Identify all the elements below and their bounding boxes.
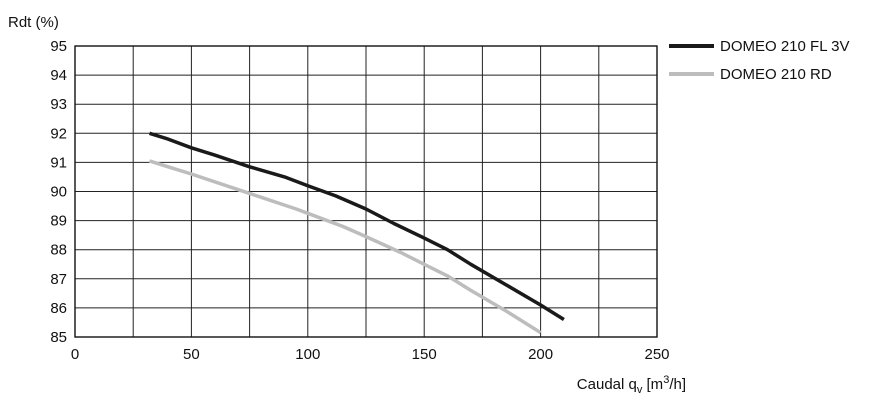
legend-label-series-2: DOMEO 210 RD — [720, 66, 832, 83]
series-lines — [148, 131, 565, 335]
legend: DOMEO 210 FL 3V DOMEO 210 RD — [669, 38, 850, 83]
y-tick-label: 92 — [50, 125, 67, 142]
y-tick-label: 95 — [50, 38, 67, 55]
series-line-2 — [148, 159, 542, 335]
x-tick-label: 100 — [295, 346, 320, 363]
x-tick-label: 150 — [412, 346, 437, 363]
series-line-1 — [148, 131, 565, 321]
legend-label-series-1: DOMEO 210 FL 3V — [720, 38, 850, 55]
x-axis-label-prefix: Caudal q — [577, 376, 637, 393]
y-tick-label: 86 — [50, 300, 67, 317]
y-tick-label: 94 — [50, 67, 67, 84]
y-tick-label: 89 — [50, 213, 67, 230]
x-axis-label-unit-pre: [m — [642, 376, 663, 393]
plot-frame — [74, 45, 658, 338]
x-tick-label: 0 — [71, 346, 79, 363]
y-tick-label: 93 — [50, 96, 67, 113]
x-axis-label-unit-post: /h] — [669, 376, 686, 393]
y-axis-label: Rdt (%) — [8, 14, 59, 31]
y-tick-label: 88 — [50, 242, 67, 259]
x-tick-label: 50 — [183, 346, 200, 363]
x-axis-ticks: 0 50 100 150 200 250 — [71, 346, 670, 363]
x-axis-label-superscript: 3 — [663, 374, 669, 386]
legend-item-series-1: DOMEO 210 FL 3V — [669, 38, 850, 55]
x-axis-label: Caudal qv [m3/h] — [577, 374, 686, 396]
y-tick-label: 85 — [50, 329, 67, 346]
y-tick-label: 91 — [50, 154, 67, 171]
legend-item-series-2: DOMEO 210 RD — [669, 66, 832, 83]
y-axis-ticks: 85 86 87 88 89 90 91 92 93 94 95 — [50, 38, 67, 346]
x-axis-label-subscript: v — [637, 384, 643, 396]
grid — [74, 45, 658, 338]
x-tick-label: 200 — [528, 346, 553, 363]
y-tick-label: 87 — [50, 271, 67, 288]
x-tick-label: 250 — [644, 346, 669, 363]
y-tick-label: 90 — [50, 184, 67, 201]
